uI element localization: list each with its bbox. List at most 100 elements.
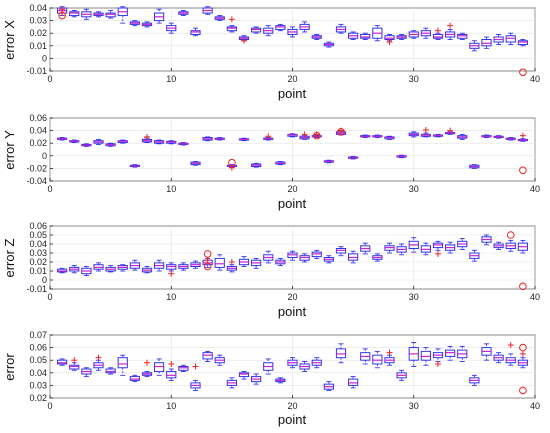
outlier-plus [435, 250, 441, 257]
y-tick-label: 0.06 [29, 221, 47, 231]
outlier-plus [519, 350, 526, 357]
box-30 [408, 131, 419, 138]
outlier-circle [519, 68, 527, 77]
box-21 [299, 135, 310, 140]
x-tick-label: 40 [530, 184, 540, 194]
box-9 [154, 259, 165, 272]
x-tick-label: 10 [166, 184, 176, 194]
box-2 [69, 265, 80, 274]
box-39 [517, 357, 528, 369]
box-10 [166, 368, 177, 381]
y-tick-label: 0.07 [29, 330, 47, 340]
box-17 [251, 373, 262, 385]
y-axis-label: error Z [2, 238, 17, 277]
box-17 [251, 257, 262, 269]
box-26 [360, 32, 371, 40]
box-24 [335, 23, 347, 34]
box-11 [178, 364, 189, 372]
box-body [105, 368, 116, 374]
box-25 [348, 250, 359, 264]
box-14 [214, 15, 225, 22]
y-axis-label: error X [2, 20, 17, 60]
box-25 [348, 31, 359, 40]
box-23 [323, 255, 334, 264]
box-26 [360, 242, 371, 255]
box-35 [469, 249, 480, 262]
box-body [251, 27, 262, 33]
y-tick-label: 0 [42, 151, 47, 161]
y-tick-label: 0.05 [29, 230, 47, 240]
box-body [360, 33, 371, 39]
box-17 [251, 162, 262, 168]
box-32 [432, 133, 444, 138]
box-9 [154, 8, 165, 24]
box-28 [384, 135, 395, 140]
box-marks [57, 6, 528, 77]
box-body [457, 33, 468, 39]
y-tick-label: 0.05 [29, 355, 47, 365]
x-tick-label: 20 [287, 401, 297, 411]
x-tick-label: 0 [47, 292, 52, 302]
panel-error-total: 0 10 20 30 400.020.030.040.050.060.07 error … [2, 330, 540, 427]
x-axis-label: point [278, 196, 307, 211]
box-20 [287, 357, 298, 369]
outlier-plus [192, 363, 199, 370]
box-body [117, 357, 128, 369]
box-28 [384, 242, 395, 254]
y-tick-label: 0.06 [29, 343, 47, 353]
outlier-plus [168, 270, 175, 277]
box-9 [154, 358, 165, 376]
box-body [202, 352, 213, 360]
box-21 [299, 361, 310, 372]
box-32 [432, 240, 444, 251]
box-body [178, 366, 189, 371]
box-body [335, 348, 347, 359]
box-35 [469, 164, 480, 169]
x-tick-label: 30 [409, 401, 419, 411]
outlier-plus [168, 360, 175, 367]
y-axis-label: error [2, 353, 17, 381]
box-31 [420, 347, 431, 366]
y-axis-label: error Y [2, 130, 17, 170]
box-5 [105, 142, 116, 147]
y-tick-label: 0.02 [29, 393, 47, 403]
box-4 [93, 262, 104, 272]
box-15 [226, 25, 237, 33]
box-7 [129, 164, 140, 168]
box-13 [202, 350, 213, 362]
box-14 [214, 254, 225, 271]
outlier-plus [59, 6, 66, 13]
y-tick-label: 0.01 [29, 266, 47, 276]
outlier-circle [519, 166, 527, 175]
box-31 [420, 242, 431, 256]
box-34 [457, 345, 468, 362]
box-4 [93, 11, 104, 18]
y-tick-label: 0.06 [29, 113, 47, 123]
box-body [166, 371, 177, 379]
box-body [238, 372, 250, 378]
x-tick-label: 10 [166, 74, 176, 84]
box-39 [517, 138, 528, 142]
outlier-plus [144, 133, 150, 140]
box-6 [117, 6, 128, 24]
outlier-plus [519, 132, 526, 139]
box-21 [299, 253, 310, 263]
y-tick-label: 0.02 [29, 257, 47, 267]
box-36 [481, 134, 492, 138]
x-tick-label: 40 [530, 292, 540, 302]
box-29 [396, 34, 407, 40]
x-tick-label: 20 [287, 184, 297, 194]
box-12 [190, 379, 201, 391]
box-18 [263, 250, 274, 264]
box-37 [493, 352, 504, 364]
outlier-plus [386, 349, 393, 356]
y-tick-label: 0.03 [29, 380, 47, 390]
y-tick-label: 0.04 [29, 239, 47, 249]
y-tick-label: 0.04 [29, 3, 47, 13]
box-37 [493, 135, 504, 139]
box-body [57, 359, 68, 365]
box-8 [141, 21, 153, 28]
